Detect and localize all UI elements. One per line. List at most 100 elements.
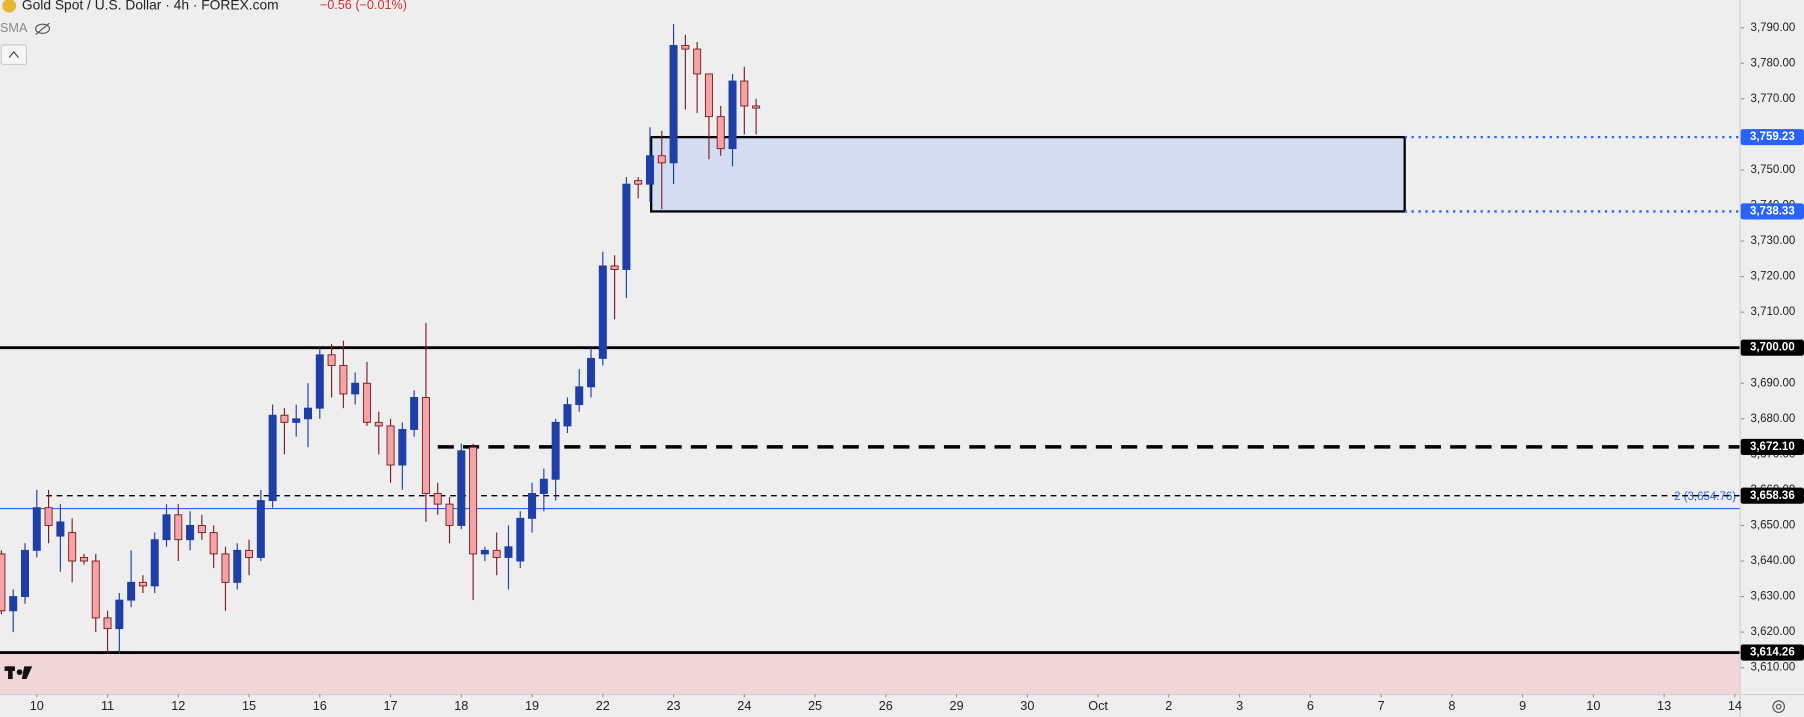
- x-tick-label: 22: [596, 699, 610, 713]
- candle-body: [587, 357, 596, 388]
- x-tick-label: 10: [30, 699, 44, 713]
- price-label-bg: [1740, 644, 1804, 661]
- collapse-button[interactable]: [0, 44, 28, 66]
- candle-body: [304, 407, 313, 420]
- x-tick-label: 24: [737, 699, 751, 713]
- y-tick-label: 3,640.00: [1751, 555, 1796, 567]
- visibility-toggle[interactable]: [35, 22, 51, 35]
- candle-body: [563, 404, 572, 427]
- price-label-bg: [1740, 487, 1804, 504]
- x-tick-label: 30: [1020, 699, 1034, 713]
- candle-body: [245, 549, 254, 558]
- candle-body: [292, 418, 301, 423]
- candle-body: [539, 478, 548, 494]
- indicator-label[interactable]: SMA: [0, 21, 28, 35]
- price-label-bg: [1740, 203, 1804, 220]
- x-tick-label: 25: [808, 699, 822, 713]
- candle-body: [138, 581, 147, 587]
- price-label: 3,700.00: [1750, 342, 1795, 354]
- x-tick-label: 19: [525, 699, 539, 713]
- candle-body: [528, 493, 537, 519]
- x-tick-label: 18: [454, 699, 468, 713]
- x-tick-label: 17: [384, 699, 398, 713]
- symbol-title[interactable]: Gold Spot / U.S. Dollar · 4h · FOREX.com: [22, 0, 279, 12]
- x-tick-label: 26: [879, 699, 893, 713]
- candle-body: [740, 80, 749, 107]
- candle-body: [315, 354, 324, 409]
- candle-body: [575, 386, 584, 406]
- candle-body: [622, 183, 631, 270]
- settings-button[interactable]: [1772, 700, 1786, 713]
- price-label: 3,614.26: [1750, 647, 1795, 659]
- x-tick-label: 10: [1586, 699, 1600, 713]
- candle-body: [728, 80, 737, 150]
- x-tick-label: 2: [1165, 699, 1172, 713]
- candle-body: [44, 507, 53, 526]
- y-tick-label: 3,750.00: [1751, 164, 1796, 176]
- candle-body: [645, 155, 654, 185]
- x-tick-label: 7: [1378, 699, 1385, 713]
- candle-body: [256, 500, 265, 558]
- candle-body: [410, 397, 419, 430]
- x-tick-label: 15: [242, 699, 256, 713]
- tradingview-logo: [4, 666, 33, 680]
- candle-body: [103, 617, 112, 630]
- candle-body: [598, 265, 607, 359]
- candle-body: [445, 503, 454, 526]
- x-tick-label: 23: [667, 699, 681, 713]
- candle-body: [233, 549, 242, 583]
- candle-body: [469, 446, 478, 555]
- y-tick-label: 3,690.00: [1751, 377, 1796, 389]
- candle-body: [68, 532, 77, 562]
- candle-body: [186, 525, 195, 541]
- price-label-bg: [1740, 438, 1804, 455]
- x-tick-label: 8: [1448, 699, 1455, 713]
- candle-body: [327, 354, 336, 366]
- candle-body: [362, 382, 371, 423]
- candle-body: [681, 45, 690, 50]
- candle-body: [704, 73, 713, 118]
- candle-body: [716, 116, 725, 150]
- price-change: −0.56 (−0.01%): [320, 0, 407, 12]
- x-tick-label: 11: [101, 699, 114, 713]
- x-tick-label: 13: [1657, 699, 1671, 713]
- candle-body: [174, 514, 183, 541]
- candle-body: [115, 599, 124, 630]
- candle-body: [386, 425, 395, 466]
- candle-body: [551, 421, 560, 480]
- candle-body: [669, 45, 678, 164]
- candle-body: [504, 546, 513, 558]
- y-tick-label: 3,790.00: [1751, 22, 1796, 34]
- price-label: 3,759.23: [1750, 131, 1795, 143]
- candle-body: [197, 525, 206, 534]
- candle-body: [21, 549, 29, 598]
- y-tick-label: 3,630.00: [1751, 591, 1796, 603]
- candle-body: [657, 155, 666, 164]
- candle-body: [433, 493, 442, 505]
- x-tick-label: 6: [1307, 699, 1314, 713]
- zone-box: [650, 135, 1406, 213]
- y-tick-label: 3,650.00: [1751, 519, 1796, 531]
- price-label-bg: [1740, 339, 1804, 356]
- y-tick-label: 3,780.00: [1751, 57, 1796, 69]
- candle-body: [398, 429, 407, 466]
- candle-body: [374, 421, 383, 427]
- x-tick-label: 16: [313, 699, 327, 713]
- candle-body: [752, 105, 761, 109]
- candle-body: [209, 532, 218, 555]
- candle-body: [9, 596, 18, 612]
- candle-body: [693, 48, 702, 75]
- candle-body: [280, 414, 289, 423]
- candle-body: [91, 560, 100, 619]
- price-label: 3,672.10: [1750, 441, 1795, 453]
- candle-body: [150, 539, 159, 587]
- candle-body: [610, 265, 619, 270]
- candle-body: [79, 557, 88, 562]
- candle-body: [457, 450, 466, 526]
- fib-label: 2 (3,654.76): [1674, 491, 1736, 503]
- price-label-bg: [1740, 129, 1804, 146]
- symbol-icon: [2, 0, 17, 13]
